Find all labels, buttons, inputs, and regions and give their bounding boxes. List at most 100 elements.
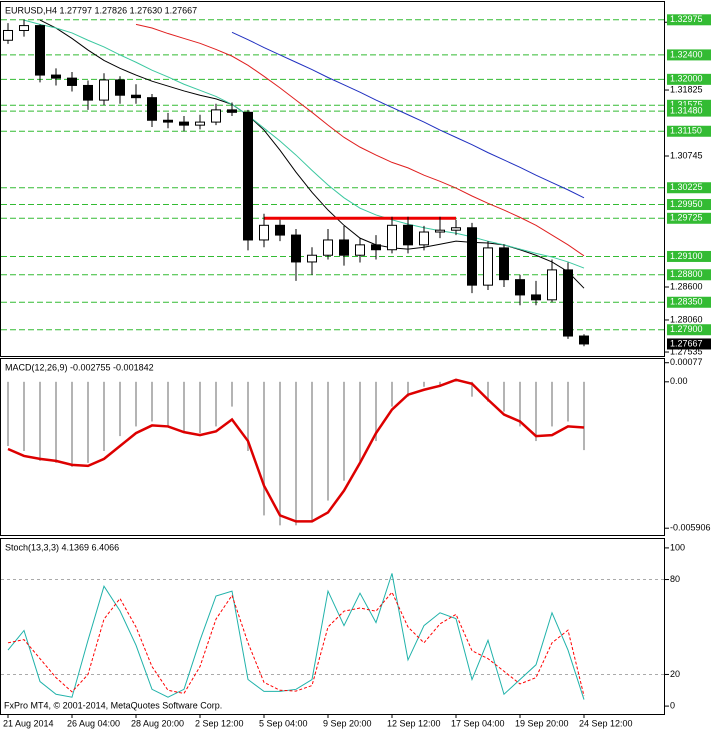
macd-signal <box>7 378 585 523</box>
level-label: 1.29725 <box>670 213 703 223</box>
candle-body <box>371 244 381 251</box>
macd-bar <box>359 381 361 461</box>
macd-bar <box>487 381 489 402</box>
candle-body <box>131 94 141 99</box>
stoch-pane <box>0 538 665 715</box>
macd-bar <box>535 381 537 442</box>
candle-body <box>83 84 93 101</box>
x-tick-label: 24 Sep 12:00 <box>579 718 633 728</box>
level-label: 1.32000 <box>670 74 703 84</box>
level-label: 1.31480 <box>670 105 703 115</box>
level-label: 1.32975 <box>670 14 703 24</box>
candle-body <box>163 119 173 123</box>
stoch-main <box>7 573 585 700</box>
moving-average <box>39 19 585 289</box>
macd-bar <box>7 381 9 447</box>
level-label-box <box>667 14 711 26</box>
macd-bar <box>71 381 73 467</box>
macd-bar <box>151 381 153 422</box>
y-tick-label: 80 <box>670 574 680 584</box>
macd-bar <box>503 381 505 412</box>
level-label-box <box>667 73 711 85</box>
candle-body <box>339 239 349 256</box>
pane-title: MACD(12,26,9) -0.002755 -0.001842 <box>5 362 154 372</box>
macd-bar <box>199 381 201 434</box>
macd-bar <box>103 381 105 451</box>
last-price-label: 1.27667 <box>670 338 703 348</box>
level-label-box <box>667 199 711 211</box>
y-tick-label: 0.00077 <box>670 357 703 367</box>
level-label: 1.32400 <box>670 49 703 59</box>
x-tick-label: 9 Sep 20:00 <box>323 718 372 728</box>
macd-bar <box>423 381 425 387</box>
macd-bar <box>135 381 137 427</box>
y-tick-label: 0 <box>670 700 675 710</box>
y-tick-label: 1.28600 <box>670 281 703 291</box>
y-tick-label: -0.005906 <box>670 523 711 533</box>
level-label-box <box>667 269 711 281</box>
candle-body <box>275 224 285 236</box>
macd-bar <box>215 381 217 427</box>
level-label-box <box>667 105 711 117</box>
candle-body <box>115 79 125 96</box>
macd-bar <box>567 381 569 422</box>
macd-bar <box>87 381 89 463</box>
candle-body <box>563 269 573 337</box>
level-label: 1.30225 <box>670 182 703 192</box>
candle-body <box>51 74 61 79</box>
candle-body <box>259 224 269 241</box>
candle-body <box>387 224 397 251</box>
macd-bar <box>551 381 553 427</box>
x-tick-label: 21 Aug 2014 <box>3 718 54 728</box>
candle-body <box>451 227 461 231</box>
level-label-box <box>667 324 711 336</box>
candle-body <box>499 247 509 281</box>
candle-body <box>579 335 589 345</box>
y-tick-label: 1.28060 <box>670 314 703 324</box>
candle-body <box>195 121 205 126</box>
pane-title: EURUSD,H4 1.27797 1.27826 1.27630 1.2766… <box>5 5 197 15</box>
candle-body <box>3 29 13 41</box>
candle-body <box>179 121 189 126</box>
macd-bar <box>583 381 585 451</box>
y-tick-label: 1.27535 <box>670 346 703 356</box>
level-label-box <box>667 182 711 194</box>
level-label: 1.27900 <box>670 324 703 334</box>
candle-body <box>483 247 493 286</box>
level-label: 1.28800 <box>670 269 703 279</box>
macd-bar <box>519 381 521 427</box>
candle-body <box>403 224 413 246</box>
y-tick-label: 0.00 <box>670 376 688 386</box>
macd-bar <box>119 381 121 437</box>
candle-body <box>243 111 253 241</box>
candle-body <box>147 97 157 121</box>
macd-bar <box>471 381 473 397</box>
candle-body <box>99 79 109 101</box>
x-tick-label: 17 Sep 04:00 <box>451 718 505 728</box>
level-label: 1.29100 <box>670 251 703 261</box>
candle-body <box>291 234 301 263</box>
moving-average <box>231 31 585 199</box>
stoch-signal <box>7 591 585 697</box>
level-label-box <box>667 49 711 61</box>
last-price-box <box>667 338 711 350</box>
x-tick-label: 19 Sep 20:00 <box>515 718 569 728</box>
macd-bar <box>311 381 313 521</box>
y-tick-label: 1.31825 <box>670 84 703 94</box>
macd-bar <box>39 381 41 461</box>
moving-average <box>23 19 585 269</box>
macd-bar <box>183 381 185 434</box>
level-label: 1.31150 <box>670 126 702 136</box>
level-label-box <box>667 99 711 111</box>
macd-bar <box>247 381 249 451</box>
level-label: 1.28350 <box>670 297 703 307</box>
level-label-box <box>667 296 711 308</box>
macd-bar <box>407 381 409 397</box>
macd-bar <box>391 381 393 407</box>
macd-bar <box>263 381 265 516</box>
x-tick-label: 28 Aug 20:00 <box>131 718 184 728</box>
candle-body <box>307 254 317 263</box>
candle-body <box>467 227 477 286</box>
